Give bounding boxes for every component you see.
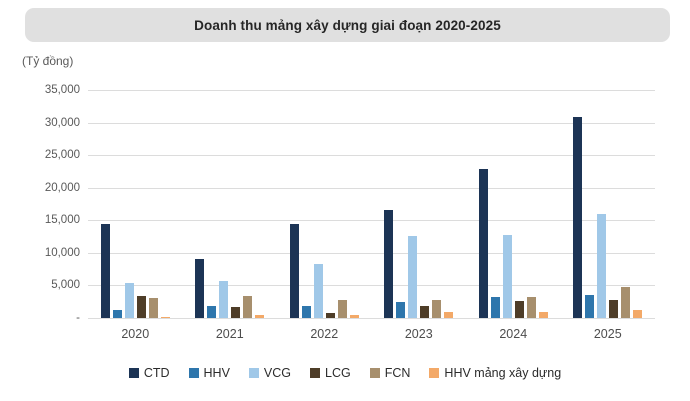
y-tick-label: -	[76, 312, 80, 324]
legend-label: CTD	[143, 366, 170, 380]
bar-FCN-2022	[337, 299, 347, 318]
legend-item-HHV: HHV	[188, 366, 230, 380]
bar-HHV-2021	[207, 306, 217, 318]
legend-swatch-icon	[248, 368, 259, 378]
bar-HHV-2024	[490, 297, 500, 318]
gridline	[88, 187, 655, 189]
bar-HHV-mảng-xây-dựng-2025	[633, 310, 643, 318]
bar-LCG-2021	[231, 306, 241, 318]
gridline	[88, 318, 655, 319]
x-axis-tick-labels: 2020 2021 2022 2023 2024 2025	[88, 327, 655, 343]
bar-LCG-2023	[420, 306, 430, 318]
bar-HHV-2020	[112, 310, 122, 318]
gridline	[88, 155, 655, 157]
legend-label: FCN	[384, 366, 411, 380]
legend-label: LCG	[325, 366, 351, 380]
bar-HHV-mảng-xây-dựng-2021	[255, 315, 265, 318]
bar-VCG-2020	[124, 282, 134, 318]
gridline	[88, 122, 655, 124]
chart-title: Doanh thu mảng xây dựng giai đoạn 2020-2…	[194, 17, 501, 33]
x-tick-label-2024: 2024	[499, 327, 528, 341]
y-tick-label: 10,000	[44, 246, 80, 259]
y-axis-tick-labels: 35,000 30,000 25,000 20,000 15,000 10,000 5,00…	[0, 84, 80, 324]
y-axis-unit-label: (Tỷ đồng)	[22, 54, 74, 68]
y-tick-label: 20,000	[44, 181, 80, 194]
bar-CTD-2025	[573, 117, 583, 318]
bar-VCG-2021	[219, 280, 229, 318]
bar-LCG-2024	[514, 301, 524, 318]
y-tick-label: 25,000	[44, 149, 80, 162]
y-tick-label: 35,000	[44, 84, 80, 96]
bar-VCG-2022	[313, 263, 323, 318]
legend-item-HHV-mảng-xây-dựng: HHV mảng xây dựng	[429, 366, 561, 380]
legend-label: VCG	[263, 366, 292, 380]
bar-VCG-2025	[597, 213, 607, 318]
bar-CTD-2024	[478, 168, 488, 318]
gridline	[88, 90, 655, 91]
gridline	[88, 220, 655, 222]
legend-item-LCG: LCG	[310, 366, 351, 380]
bar-HHV-2022	[301, 305, 311, 318]
chart-title-bar: Doanh thu mảng xây dựng giai đoạn 2020-2…	[25, 8, 670, 42]
bar-VCG-2023	[408, 235, 418, 318]
legend-swatch-icon	[429, 368, 440, 378]
bar-group-2023	[372, 90, 467, 318]
bar-group-2020	[88, 90, 183, 318]
bar-CTD-2023	[384, 209, 394, 318]
bar-CTD-2020	[100, 223, 110, 318]
chart-legend: CTD HHV VCG LCG FCN HHV mảng xây dựng	[0, 366, 690, 380]
bar-group-2022	[277, 90, 372, 318]
bar-HHV-mảng-xây-dựng-2024	[538, 311, 548, 318]
bar-CTD-2021	[195, 259, 205, 318]
legend-label: HHV	[203, 366, 230, 380]
bar-HHV-2025	[585, 295, 595, 318]
bar-FCN-2020	[148, 298, 158, 318]
bar-HHV-mảng-xây-dựng-2023	[444, 311, 454, 318]
legend-swatch-icon	[369, 368, 380, 378]
y-tick-label: 15,000	[44, 214, 80, 227]
legend-swatch-icon	[188, 368, 199, 378]
bar-LCG-2020	[136, 295, 146, 318]
legend-item-CTD: CTD	[128, 366, 170, 380]
plot-area	[88, 90, 656, 319]
legend-item-VCG: VCG	[248, 366, 292, 380]
y-tick-label: 5,000	[51, 279, 80, 292]
bar-CTD-2022	[289, 223, 299, 318]
bar-FCN-2021	[243, 295, 253, 318]
bar-FCN-2023	[432, 300, 442, 318]
gridline	[88, 285, 655, 287]
bar-LCG-2022	[325, 312, 335, 318]
legend-item-FCN: FCN	[369, 366, 411, 380]
legend-swatch-icon	[310, 368, 321, 378]
x-tick-label-2021: 2021	[215, 327, 244, 341]
bar-group-2025	[561, 90, 656, 318]
x-tick-label-2022: 2022	[310, 327, 339, 341]
x-tick-label-2025: 2025	[593, 327, 622, 341]
bar-HHV-mảng-xây-dựng-2020	[160, 317, 170, 318]
y-tick-label: 30,000	[44, 116, 80, 129]
bar-HHV-2023	[396, 301, 406, 318]
bar-LCG-2025	[609, 299, 619, 318]
bar-FCN-2024	[526, 296, 536, 318]
bar-group-2024	[466, 90, 561, 318]
bar-group-2021	[183, 90, 278, 318]
legend-swatch-icon	[128, 368, 139, 378]
bar-FCN-2025	[621, 286, 631, 318]
x-tick-label-2020: 2020	[121, 327, 150, 341]
bar-HHV-mảng-xây-dựng-2022	[349, 315, 359, 318]
x-tick-label-2023: 2023	[404, 327, 433, 341]
legend-label: HHV mảng xây dựng	[444, 366, 562, 380]
gridline	[88, 252, 655, 254]
bar-VCG-2024	[502, 234, 512, 318]
